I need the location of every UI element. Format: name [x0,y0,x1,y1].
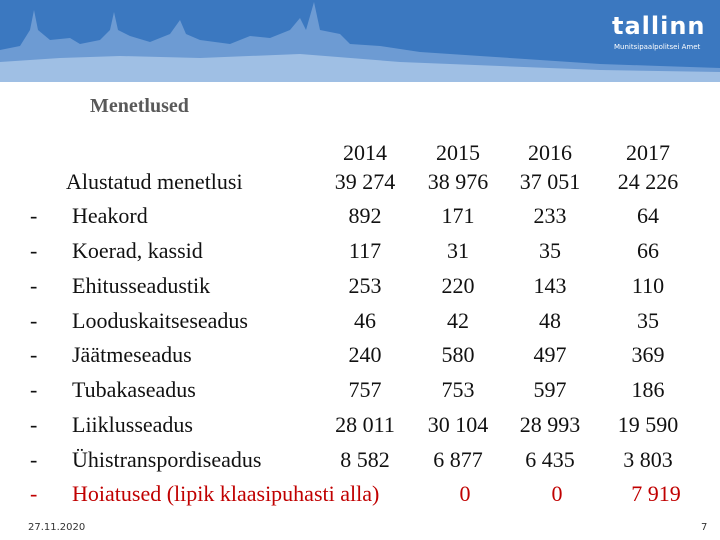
row-label: Koerad, kassid [72,238,203,263]
row-label: Liiklusseadus [72,412,193,437]
cell: 48 [539,308,561,333]
cell: 38 976 [427,169,489,194]
row-label: Looduskaitseseadus [72,308,248,333]
bullet: - [30,412,38,437]
page-number: 7 [701,522,708,533]
footer-date: 27.11.2020 [28,522,86,533]
cell: 220 [441,273,475,298]
cell: 253 [348,273,382,298]
cell: 597 [533,377,567,402]
slide-title: Menetlused [90,95,189,117]
cell: 7 919 [631,481,681,506]
cell: 0 [459,481,471,506]
row-label: Ehitusseadustik [72,273,211,298]
cell: 117 [348,238,382,263]
cell: 19 590 [617,412,679,437]
cell: 240 [348,342,382,367]
cell: 753 [441,377,475,402]
cell: 30 104 [427,412,489,437]
bullet: - [30,203,38,228]
column-header: 2016 [528,140,572,165]
cell: 171 [441,203,475,228]
bullet: - [30,308,38,333]
cell: 6 435 [525,447,575,472]
row-label: Jäätmeseadus [72,342,192,367]
cell: 892 [348,203,382,228]
bullet: - [30,447,38,472]
cell: 66 [637,238,659,263]
cell: 6 877 [433,447,483,472]
cell: 110 [631,273,665,298]
cell: 186 [631,377,665,402]
cell: 497 [533,342,567,367]
department: Munitsipaalpolitsei Amet [614,43,701,51]
cell: 42 [447,308,469,333]
cell: 757 [348,377,382,402]
row-label: Tubakaseadus [72,377,196,402]
cell: 46 [354,308,376,333]
cell: 3 803 [623,447,673,472]
cell: 580 [441,342,475,367]
bullet: - [30,342,38,367]
bullet: - [30,377,38,402]
bullet: - [30,481,38,506]
cell: 37 051 [519,169,581,194]
cell: 0 [551,481,563,506]
cell: 35 [637,308,659,333]
row-label: Hoiatused (lipik klaasipuhasti alla) [72,481,380,506]
banner [0,0,720,82]
cell: 64 [637,203,659,228]
column-header: 2014 [343,140,387,165]
cell: 28 011 [335,412,395,437]
cell: 24 226 [617,169,679,194]
logo: tallinn [612,12,706,40]
cell: 8 582 [340,447,390,472]
column-header: 2017 [626,140,670,165]
cell: 369 [631,342,665,367]
cell: 233 [533,203,567,228]
cell: 39 274 [334,169,396,194]
bullet: - [30,273,38,298]
cell: 35 [539,238,561,263]
row-label: Heakord [72,203,148,228]
cell: 28 993 [519,412,581,437]
cell: 143 [533,273,567,298]
bullet: - [30,238,38,263]
cell: 31 [447,238,469,263]
column-header: 2015 [436,140,480,165]
row-label: Alustatud menetlusi [66,169,243,194]
row-label: Ühistranspordiseadus [72,447,262,472]
